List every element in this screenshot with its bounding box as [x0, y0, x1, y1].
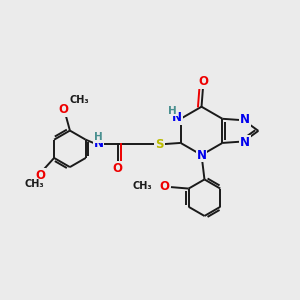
Text: N: N [196, 148, 206, 161]
Text: S: S [155, 138, 164, 151]
Text: O: O [58, 103, 68, 116]
Text: N: N [172, 111, 182, 124]
Text: O: O [198, 75, 208, 88]
Text: N: N [240, 136, 250, 148]
Text: CH₃: CH₃ [132, 181, 152, 191]
Text: H: H [94, 132, 103, 142]
Text: O: O [160, 180, 170, 193]
Text: CH₃: CH₃ [25, 179, 44, 190]
Text: N: N [240, 113, 250, 126]
Text: O: O [35, 169, 45, 182]
Text: N: N [94, 137, 103, 150]
Text: O: O [112, 162, 123, 175]
Text: H: H [168, 106, 177, 116]
Text: CH₃: CH₃ [70, 95, 89, 105]
